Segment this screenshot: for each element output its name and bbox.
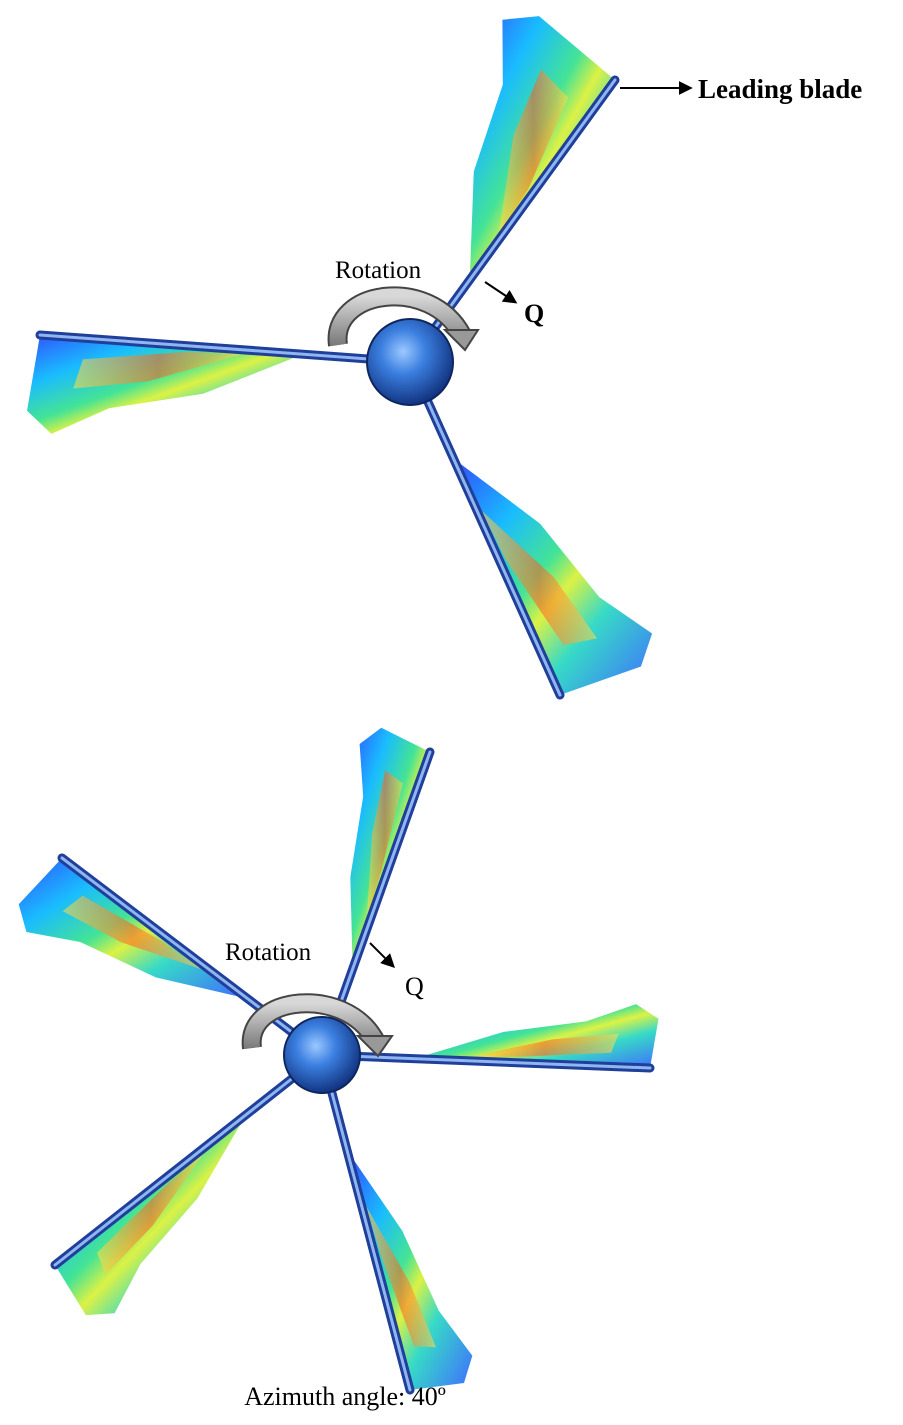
torque-label: Q: [524, 299, 544, 328]
torque-label: Q: [405, 972, 424, 1001]
propellers: [19, 16, 659, 1390]
figure: Leading blade Rotation Q Rotation Q Azim…: [0, 0, 903, 1425]
blade-edge: [55, 1055, 322, 1265]
wake-contour: [350, 728, 430, 964]
wake-contour: [350, 1155, 472, 1390]
blade-edge: [322, 1055, 410, 1390]
hub: [284, 1017, 360, 1093]
caption: Azimuth angle: 40º: [244, 1382, 446, 1411]
leading-blade-label: Leading blade: [698, 74, 862, 104]
wake-contour: [457, 461, 652, 695]
pointer-arrow: [370, 943, 393, 966]
rotation-label: Rotation: [335, 257, 422, 284]
pointer-arrow: [485, 282, 515, 302]
hub: [367, 319, 453, 405]
rotation-label: Rotation: [225, 939, 312, 966]
